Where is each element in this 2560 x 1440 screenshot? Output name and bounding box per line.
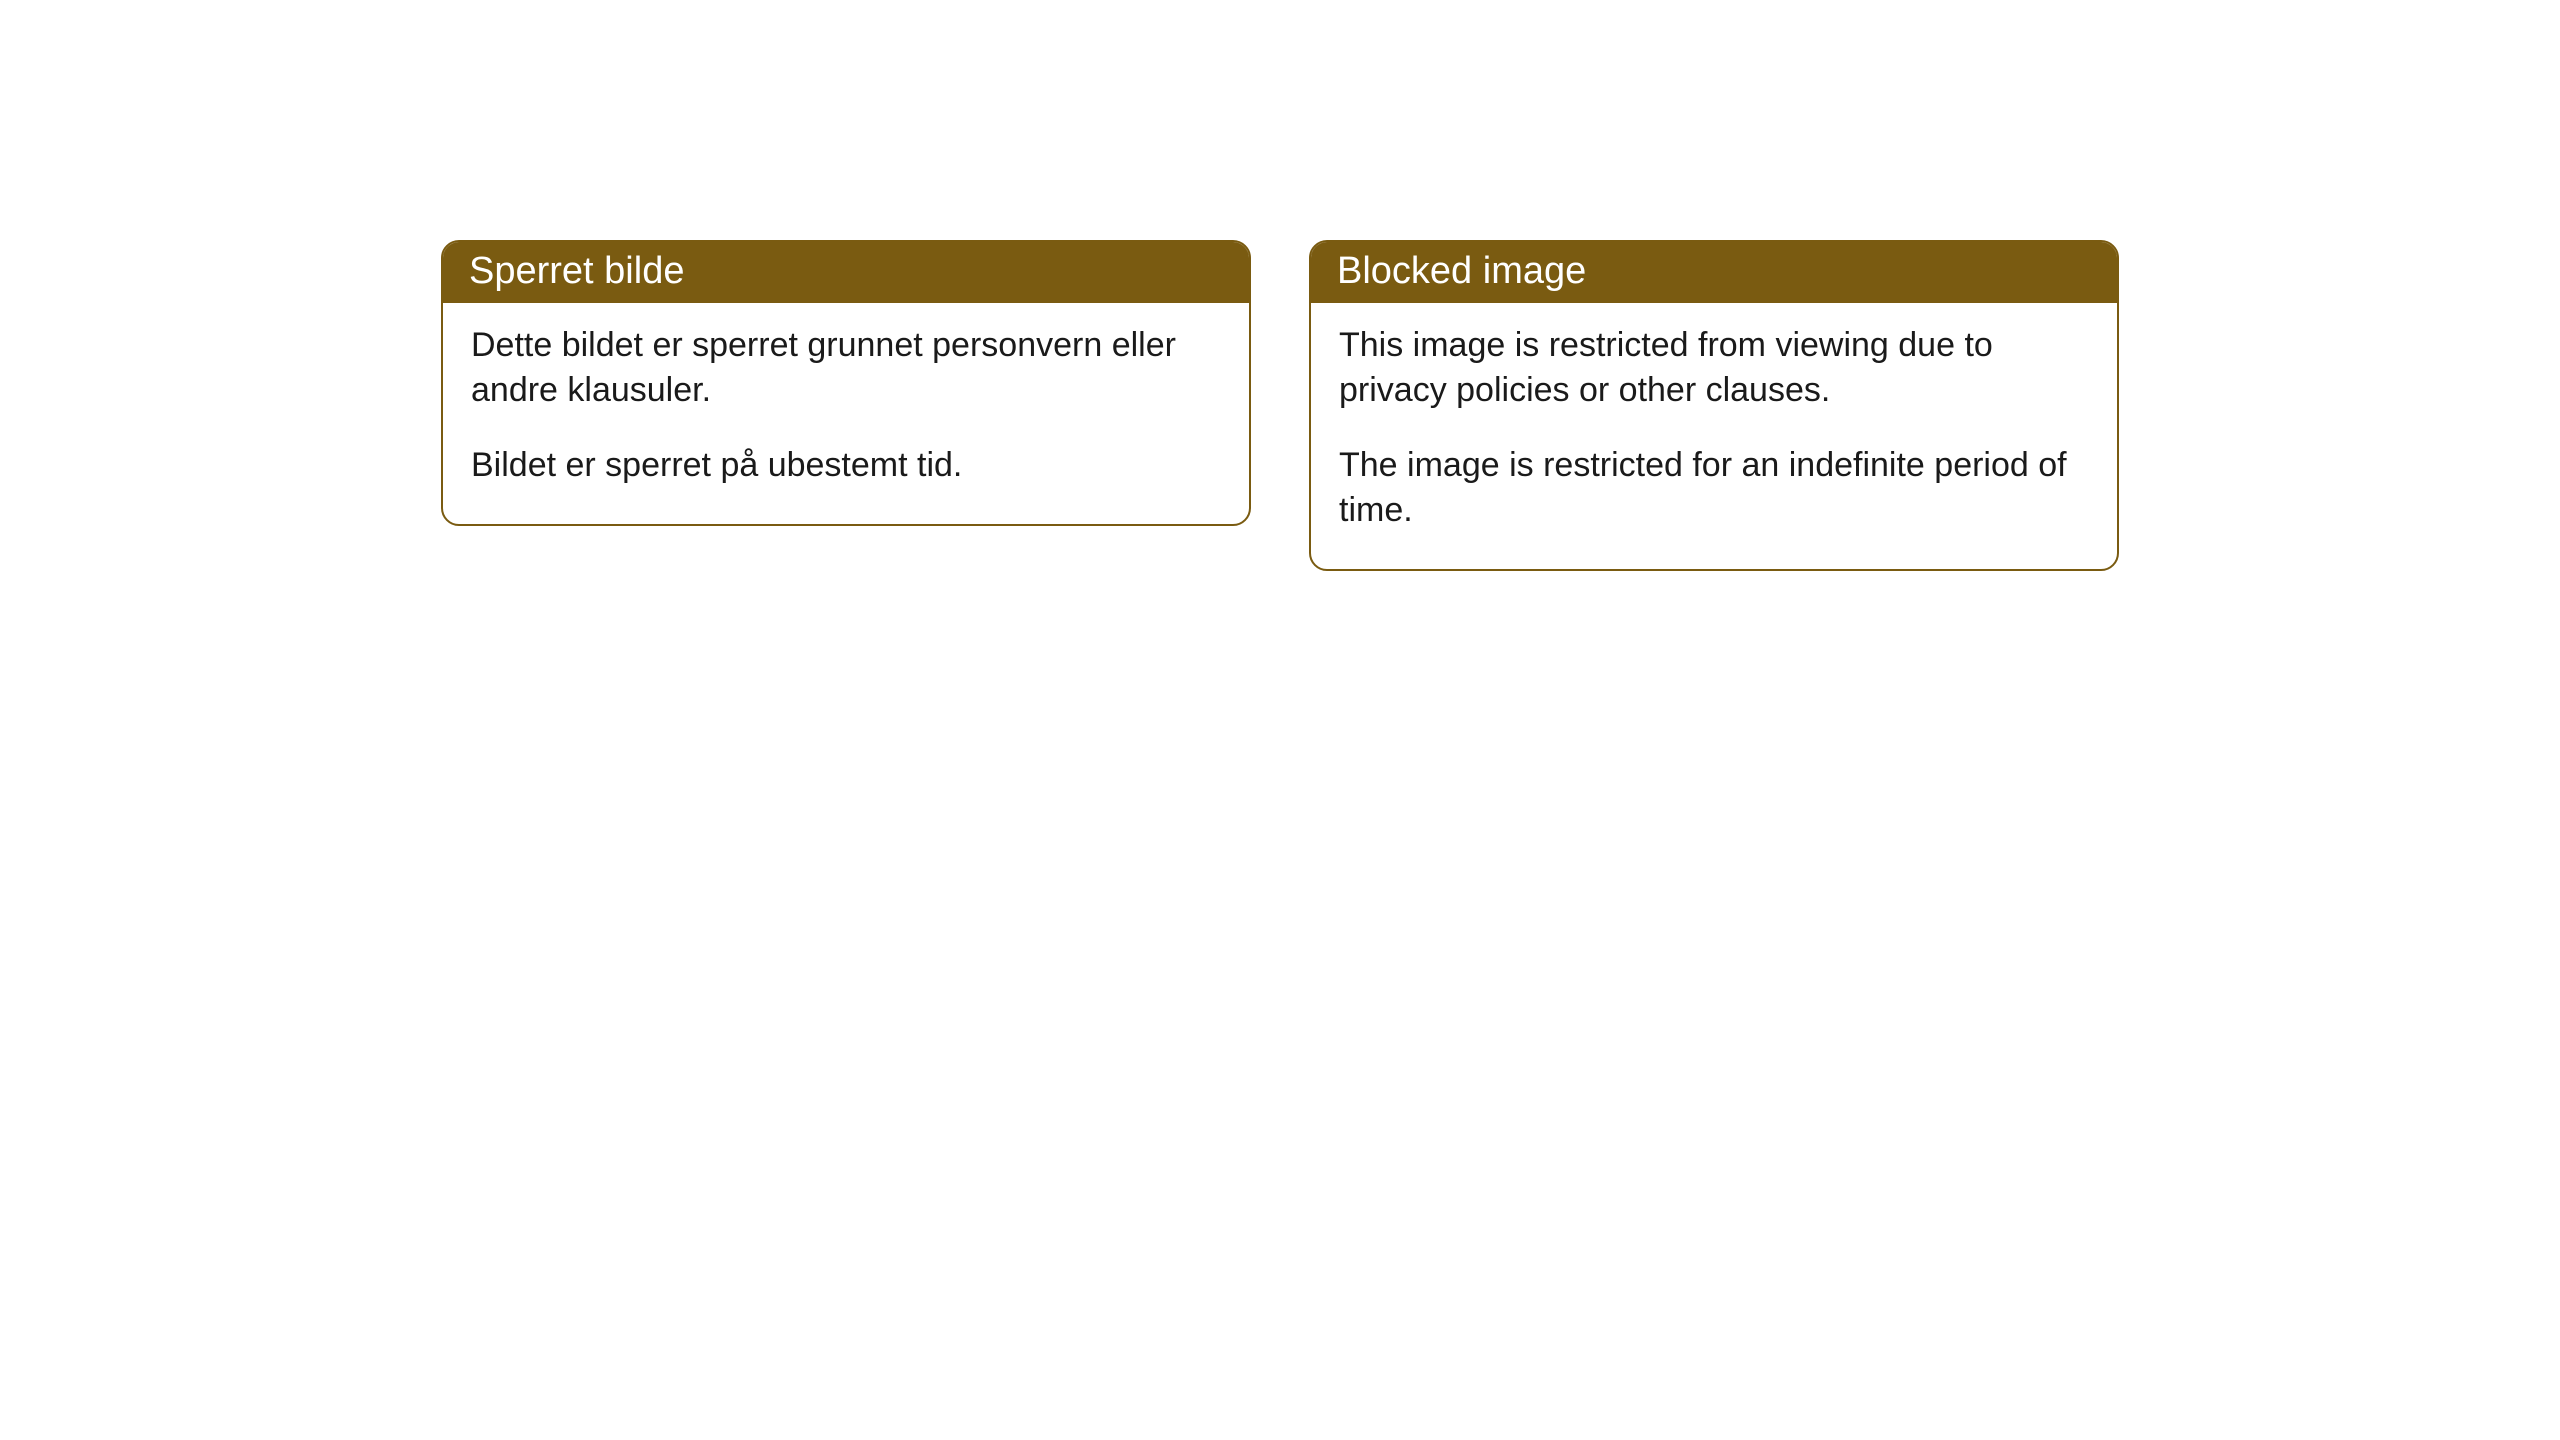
card-header: Blocked image [1311, 242, 2117, 303]
card-body-line1: This image is restricted from viewing du… [1339, 323, 2089, 413]
card-body: This image is restricted from viewing du… [1311, 303, 2117, 569]
card-header: Sperret bilde [443, 242, 1249, 303]
card-body-line1: Dette bildet er sperret grunnet personve… [471, 323, 1221, 413]
blocked-image-card-norwegian: Sperret bilde Dette bildet er sperret gr… [441, 240, 1251, 526]
card-body-line2: The image is restricted for an indefinit… [1339, 443, 2089, 533]
card-body-line2: Bildet er sperret på ubestemt tid. [471, 443, 1221, 488]
card-body: Dette bildet er sperret grunnet personve… [443, 303, 1249, 524]
blocked-image-card-english: Blocked image This image is restricted f… [1309, 240, 2119, 571]
